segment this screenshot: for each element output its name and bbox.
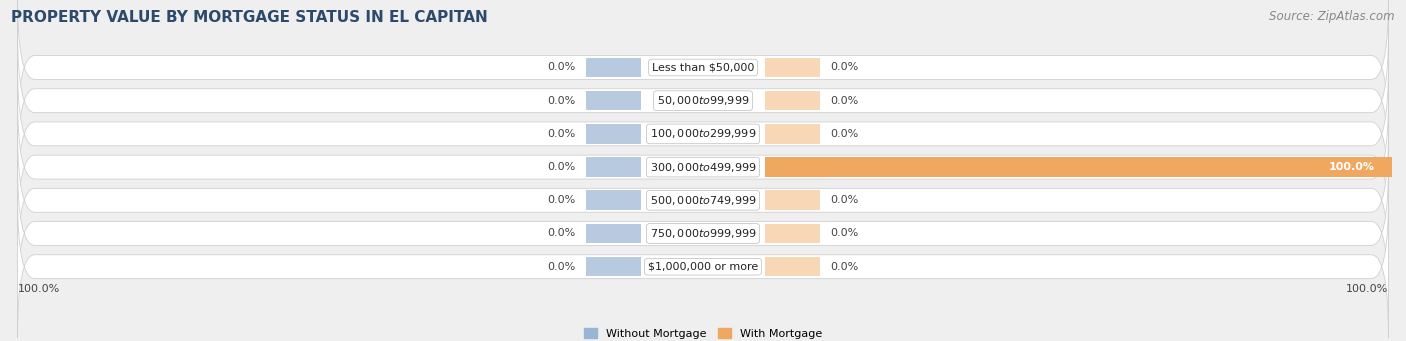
Text: 0.0%: 0.0% (831, 228, 859, 238)
Bar (765, 191, 820, 210)
Text: $500,000 to $749,999: $500,000 to $749,999 (650, 194, 756, 207)
Text: 100.0%: 100.0% (17, 284, 59, 294)
Text: PROPERTY VALUE BY MORTGAGE STATUS IN EL CAPITAN: PROPERTY VALUE BY MORTGAGE STATUS IN EL … (11, 10, 488, 25)
FancyBboxPatch shape (17, 96, 1389, 238)
Bar (765, 257, 820, 277)
Text: Source: ZipAtlas.com: Source: ZipAtlas.com (1270, 10, 1395, 23)
Legend: Without Mortgage, With Mortgage: Without Mortgage, With Mortgage (579, 324, 827, 341)
Text: Less than $50,000: Less than $50,000 (652, 62, 754, 73)
Bar (765, 157, 1406, 177)
Text: 0.0%: 0.0% (831, 129, 859, 139)
Bar (765, 124, 820, 144)
Bar (586, 224, 641, 243)
Text: 100.0%: 100.0% (1329, 162, 1375, 172)
Bar (586, 191, 641, 210)
Text: 100.0%: 100.0% (1347, 284, 1389, 294)
FancyBboxPatch shape (17, 129, 1389, 271)
Bar (586, 58, 641, 77)
Text: 0.0%: 0.0% (831, 195, 859, 205)
Text: 0.0%: 0.0% (547, 262, 575, 272)
Text: 0.0%: 0.0% (831, 62, 859, 73)
Text: 0.0%: 0.0% (831, 262, 859, 272)
Text: 0.0%: 0.0% (547, 228, 575, 238)
Text: $1,000,000 or more: $1,000,000 or more (648, 262, 758, 272)
Text: 0.0%: 0.0% (831, 96, 859, 106)
FancyBboxPatch shape (17, 196, 1389, 338)
Bar (586, 257, 641, 277)
Text: $50,000 to $99,999: $50,000 to $99,999 (657, 94, 749, 107)
FancyBboxPatch shape (17, 30, 1389, 172)
Text: 0.0%: 0.0% (547, 62, 575, 73)
Bar (765, 58, 820, 77)
FancyBboxPatch shape (17, 162, 1389, 305)
Text: $750,000 to $999,999: $750,000 to $999,999 (650, 227, 756, 240)
Text: 0.0%: 0.0% (547, 96, 575, 106)
FancyBboxPatch shape (17, 0, 1389, 138)
Bar (586, 124, 641, 144)
Text: 0.0%: 0.0% (547, 195, 575, 205)
Bar (765, 224, 820, 243)
Bar (765, 91, 820, 110)
Text: $300,000 to $499,999: $300,000 to $499,999 (650, 161, 756, 174)
Text: 0.0%: 0.0% (547, 162, 575, 172)
FancyBboxPatch shape (17, 63, 1389, 205)
Text: $100,000 to $299,999: $100,000 to $299,999 (650, 128, 756, 140)
Bar (586, 91, 641, 110)
Text: 0.0%: 0.0% (547, 129, 575, 139)
Bar (586, 157, 641, 177)
